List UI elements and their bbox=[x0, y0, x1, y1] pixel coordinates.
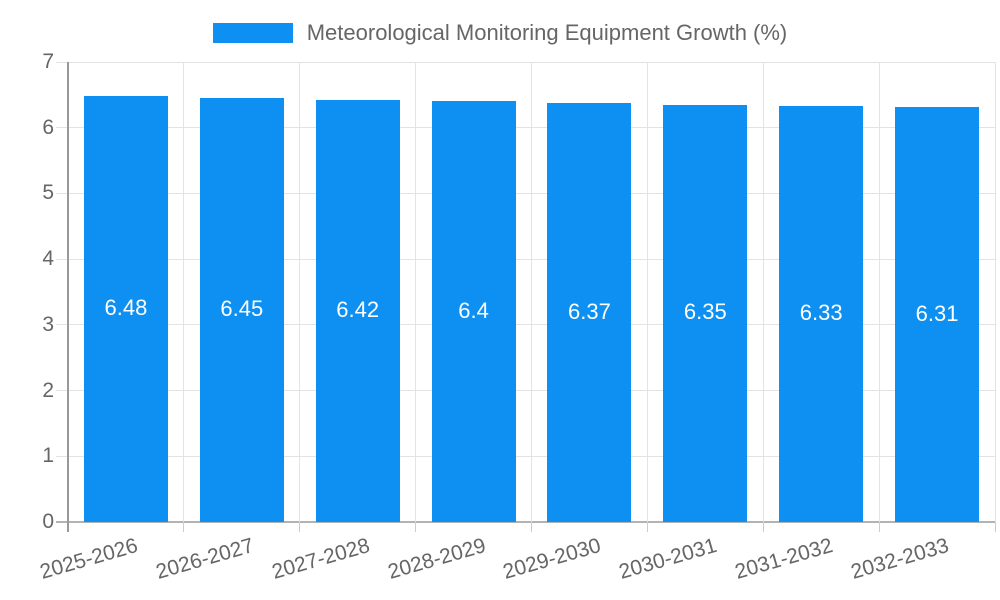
x-grid-line bbox=[183, 62, 185, 522]
x-tick bbox=[531, 522, 532, 532]
bar-value-label: 6.42 bbox=[336, 297, 380, 323]
x-tick bbox=[646, 522, 648, 532]
y-tick bbox=[56, 521, 68, 523]
x-grid-line bbox=[531, 62, 532, 522]
y-tick-label: 5 bbox=[42, 181, 54, 205]
x-tick bbox=[415, 522, 417, 532]
y-tick bbox=[56, 455, 68, 457]
x-tick bbox=[762, 522, 764, 532]
bar[interactable] bbox=[315, 100, 400, 522]
y-tick-label: 6 bbox=[42, 115, 54, 139]
y-tick bbox=[56, 61, 68, 63]
bar-value-label: 6.35 bbox=[683, 299, 727, 325]
x-grid-line bbox=[415, 62, 417, 522]
bar[interactable] bbox=[83, 96, 168, 522]
y-tick bbox=[56, 390, 68, 392]
x-tick bbox=[183, 522, 185, 532]
y-tick-label: 4 bbox=[42, 247, 54, 271]
y-tick bbox=[56, 258, 68, 260]
bar-value-label: 6.31 bbox=[915, 300, 959, 326]
y-tick bbox=[56, 127, 68, 129]
x-tick bbox=[299, 522, 301, 532]
x-grid-line bbox=[646, 62, 648, 522]
y-tick-label: 3 bbox=[42, 312, 54, 336]
bar-value-label: 6.33 bbox=[799, 300, 843, 325]
y-tick bbox=[56, 192, 68, 194]
bar[interactable] bbox=[779, 106, 864, 522]
y-tick-label: 1 bbox=[42, 444, 54, 468]
x-grid-line bbox=[762, 62, 764, 522]
legend-swatch[interactable] bbox=[212, 23, 293, 43]
bar[interactable] bbox=[431, 101, 516, 522]
x-grid-line bbox=[994, 62, 996, 522]
y-tick-label: 7 bbox=[42, 50, 54, 73]
plot-area: 6.48 6.45 6.42 6.4 6.37 6.35 6.33 6.31 bbox=[56, 61, 996, 532]
bar-value-label: 6.4 bbox=[458, 297, 489, 323]
y-axis-line bbox=[67, 62, 69, 532]
x-grid-line bbox=[299, 62, 301, 522]
y-tick-label: 2 bbox=[42, 378, 54, 402]
x-tick bbox=[994, 522, 996, 532]
bar[interactable] bbox=[547, 103, 632, 522]
bar[interactable] bbox=[663, 104, 748, 522]
x-grid-line bbox=[878, 62, 880, 522]
y-tick bbox=[56, 324, 68, 326]
bar-value-label: 6.45 bbox=[220, 296, 264, 322]
y-tick-label: 0 bbox=[42, 510, 54, 533]
legend-label[interactable]: Meteorological Monitoring Equipment Grow… bbox=[306, 20, 788, 45]
bar[interactable] bbox=[895, 107, 980, 522]
chart-legend[interactable]: Meteorological Monitoring Equipment Grow… bbox=[0, 20, 1000, 46]
bar-value-label: 6.48 bbox=[104, 295, 148, 321]
bar-value-label: 6.37 bbox=[568, 298, 611, 324]
bar[interactable] bbox=[199, 98, 284, 522]
x-tick bbox=[878, 522, 880, 532]
